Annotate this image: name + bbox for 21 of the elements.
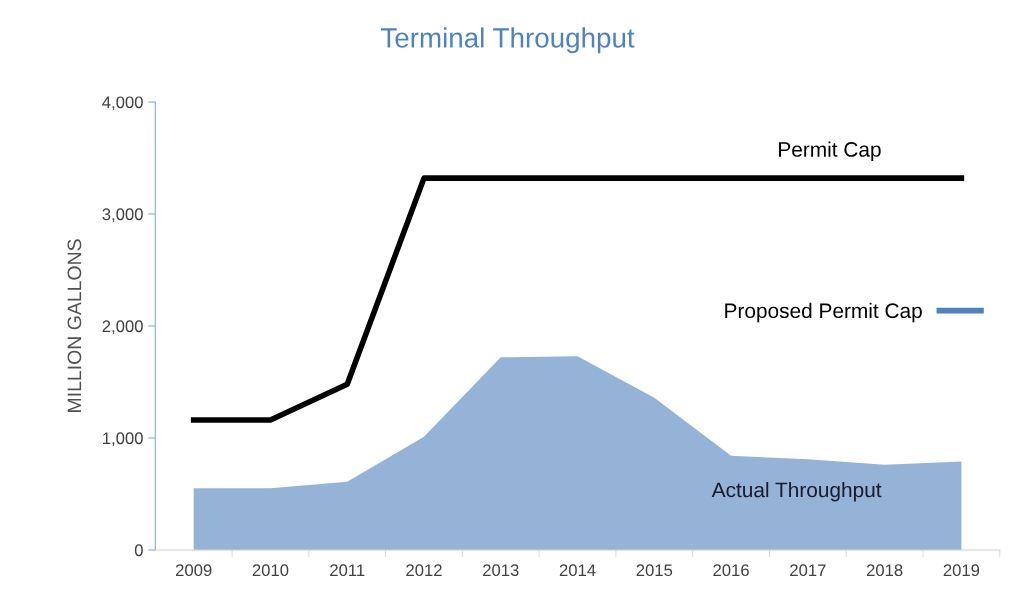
chart-title: Terminal Throughput	[381, 27, 635, 54]
y-axis-title: MILLION GALLONS	[67, 239, 82, 412]
y-tick-label: 2,000	[102, 320, 143, 335]
x-tick-label: 2014	[559, 564, 596, 577]
y-tick-label: 1,000	[103, 432, 143, 447]
x-tick-label: 2016	[713, 564, 749, 577]
x-tick-label: 2015	[636, 564, 673, 577]
x-tick-label: 2012	[406, 564, 442, 577]
x-tick-label: 2011	[330, 564, 365, 577]
x-tick-label: 2009	[175, 564, 212, 577]
y-tick-label: 4,000	[102, 96, 143, 111]
y-tick-label: 3,000	[102, 208, 143, 223]
x-tick-label: 2013	[483, 564, 519, 577]
x-tick-label: 2017	[790, 564, 826, 577]
series-label: Actual Throughput	[711, 482, 882, 502]
x-tick-label: 2019	[943, 564, 980, 577]
series-label: Permit Cap	[779, 141, 881, 161]
y-tick-label: 0	[134, 544, 143, 557]
x-tick-label: 2010	[252, 564, 289, 577]
legend-label: Proposed Permit Cap	[725, 302, 922, 323]
x-tick-label: 2018	[866, 564, 903, 577]
